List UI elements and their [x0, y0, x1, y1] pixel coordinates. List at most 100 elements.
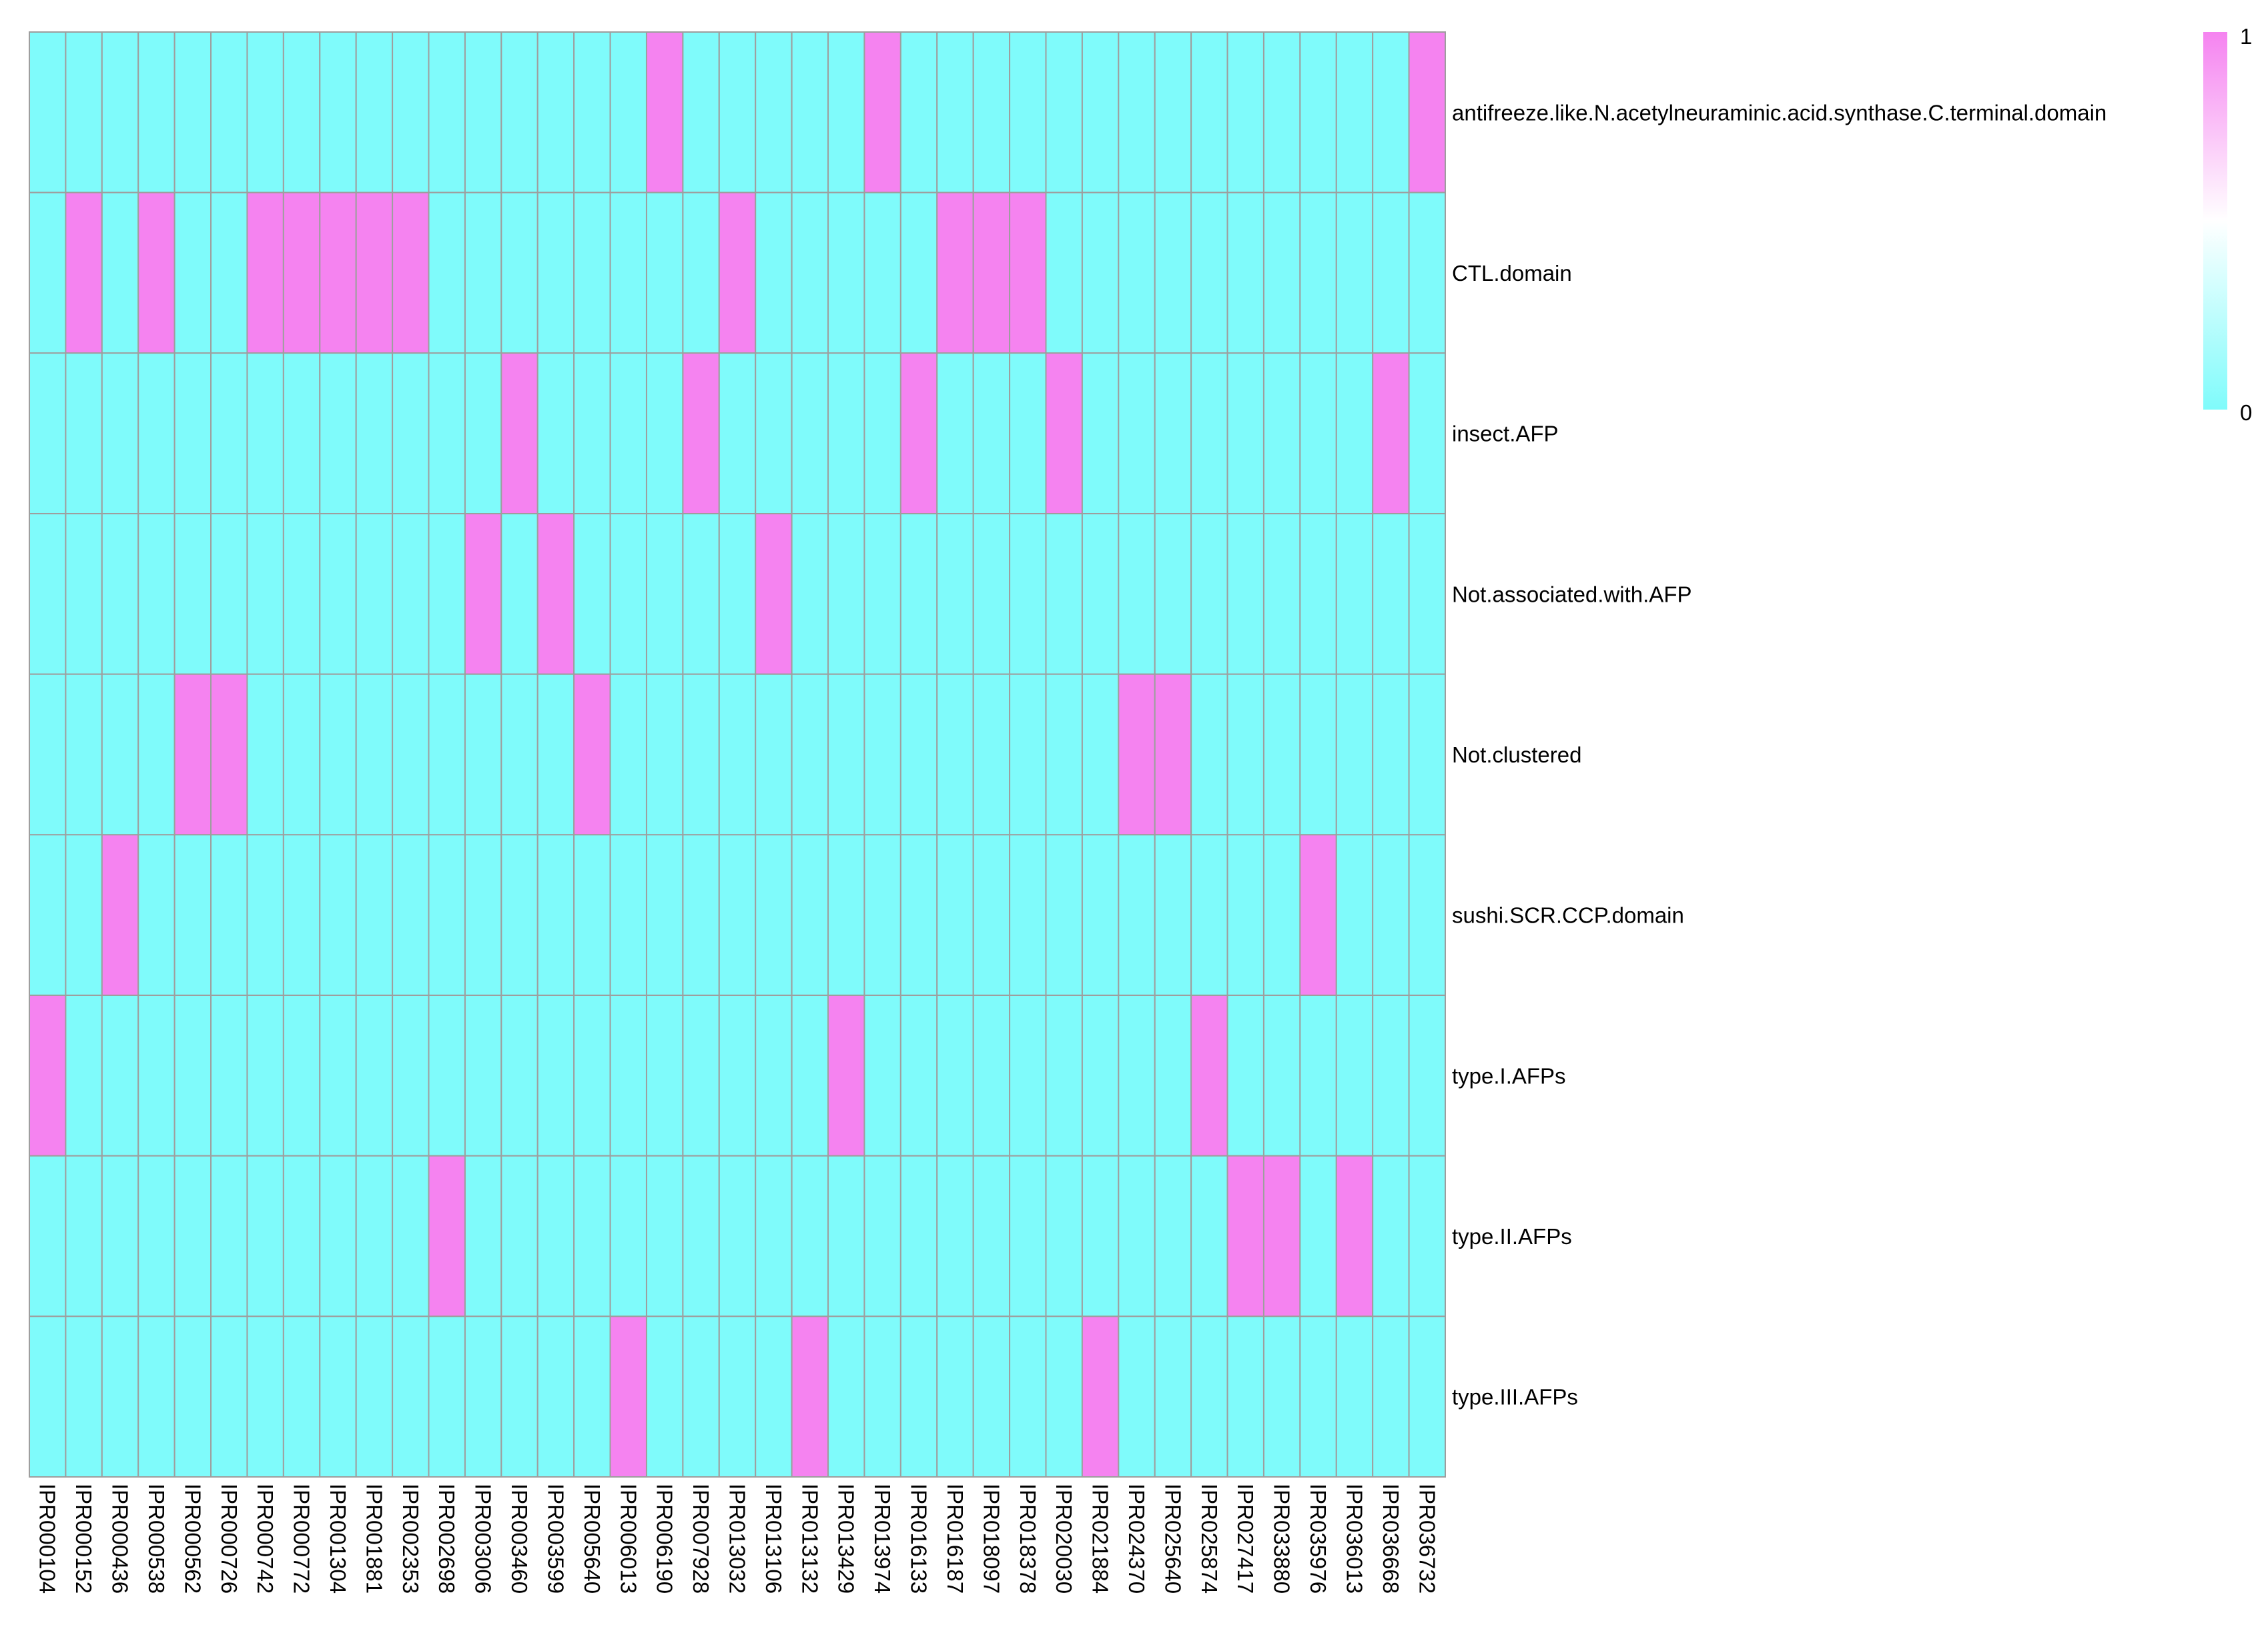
heatmap-cell [936, 191, 974, 354]
heatmap-cell [29, 191, 67, 354]
heatmap-cell [282, 995, 321, 1157]
heatmap-cell [210, 1315, 248, 1478]
heatmap-cell [1262, 191, 1301, 354]
heatmap-cell [573, 995, 611, 1157]
heatmap-cell [65, 1315, 103, 1478]
heatmap-cell [936, 995, 974, 1157]
heatmap-cell [1045, 31, 1083, 193]
heatmap-cell [101, 513, 139, 675]
heatmap-cell [1081, 191, 1120, 354]
heatmap-cell [137, 1315, 175, 1478]
column-label: IPR018097 [979, 1484, 1004, 1594]
heatmap-cell [392, 1155, 430, 1317]
heatmap-cell [536, 995, 575, 1157]
heatmap-cell [355, 31, 394, 193]
heatmap-cell [863, 995, 901, 1157]
heatmap-cell [645, 31, 684, 193]
heatmap-cell [137, 352, 175, 515]
heatmap-cell [1009, 1155, 1047, 1317]
heatmap-cell [428, 834, 466, 996]
heatmap-cell [1299, 1315, 1337, 1478]
heatmap-cell [392, 31, 430, 193]
heatmap-cell [1335, 352, 1374, 515]
heatmap-cell [210, 834, 248, 996]
heatmap-cell [210, 1155, 248, 1317]
heatmap-cell [173, 673, 212, 836]
heatmap-cell [319, 513, 357, 675]
column-label: IPR036732 [1415, 1484, 1439, 1594]
column-label: IPR016133 [907, 1484, 931, 1594]
heatmap-cell [355, 352, 394, 515]
heatmap-cell [1118, 1315, 1156, 1478]
heatmap-cell [1372, 1315, 1410, 1478]
heatmap-cell [464, 1155, 502, 1317]
heatmap-cell [609, 352, 647, 515]
heatmap-cell [645, 834, 684, 996]
heatmap-cell [791, 1315, 829, 1478]
heatmap-cell [137, 673, 175, 836]
row-label: sushi.SCR.CCP.domain [1452, 903, 1684, 928]
column-label: IPR013974 [870, 1484, 895, 1594]
heatmap-cell [1081, 1315, 1120, 1478]
column-label: IPR001881 [362, 1484, 386, 1594]
heatmap-cell [1299, 673, 1337, 836]
column-label: IPR013429 [834, 1484, 859, 1594]
heatmap-cell [428, 352, 466, 515]
heatmap-cell [1081, 352, 1120, 515]
heatmap-cell [137, 31, 175, 193]
heatmap-cell [1081, 834, 1120, 996]
column-label: IPR003599 [543, 1484, 568, 1594]
heatmap-cell [464, 995, 502, 1157]
heatmap-cell [210, 513, 248, 675]
heatmap-cell [1190, 352, 1228, 515]
heatmap-cell [355, 191, 394, 354]
heatmap-cell [1335, 834, 1374, 996]
heatmap-cell [1335, 31, 1374, 193]
heatmap-cell [1081, 673, 1120, 836]
heatmap-cell [29, 31, 67, 193]
heatmap-cell [282, 1155, 321, 1317]
heatmap-cell [827, 995, 865, 1157]
heatmap-cell [1118, 513, 1156, 675]
heatmap-cell [500, 1315, 538, 1478]
heatmap-cell [355, 513, 394, 675]
heatmap-cell [1408, 513, 1447, 675]
heatmap-cell [1009, 352, 1047, 515]
heatmap-cell [1081, 1155, 1120, 1317]
heatmap-cell [282, 352, 321, 515]
column-label: IPR021884 [1088, 1484, 1113, 1594]
heatmap-cell [1190, 834, 1228, 996]
heatmap-cell [899, 31, 938, 193]
heatmap-cell [1045, 191, 1083, 354]
heatmap-cell [936, 513, 974, 675]
heatmap-cell [282, 513, 321, 675]
column-label: IPR013032 [725, 1484, 750, 1594]
heatmap-cell [29, 834, 67, 996]
heatmap-cell [246, 513, 284, 675]
heatmap-cell [246, 1155, 284, 1317]
heatmap-cell [791, 31, 829, 193]
heatmap-cell [1262, 995, 1301, 1157]
legend-max-label: 1 [2240, 24, 2252, 49]
heatmap-cell [827, 31, 865, 193]
heatmap-cell [137, 995, 175, 1157]
heatmap-cell [827, 352, 865, 515]
column-label: IPR003460 [507, 1484, 532, 1594]
heatmap-cell [1226, 513, 1264, 675]
heatmap-cell [609, 834, 647, 996]
heatmap-cell [500, 191, 538, 354]
heatmap-cell [1118, 352, 1156, 515]
heatmap-cell [936, 1155, 974, 1317]
heatmap-cell [682, 191, 720, 354]
heatmap-cell [1299, 834, 1337, 996]
heatmap-cell [319, 834, 357, 996]
heatmap-cell [609, 1315, 647, 1478]
column-label: IPR013132 [797, 1484, 822, 1594]
heatmap-cell [718, 191, 757, 354]
heatmap-cell [536, 191, 575, 354]
heatmap-cell [1190, 513, 1228, 675]
heatmap-cell [29, 513, 67, 675]
column-label: IPR000772 [290, 1484, 314, 1594]
heatmap-cell [65, 834, 103, 996]
heatmap-cell [609, 191, 647, 354]
